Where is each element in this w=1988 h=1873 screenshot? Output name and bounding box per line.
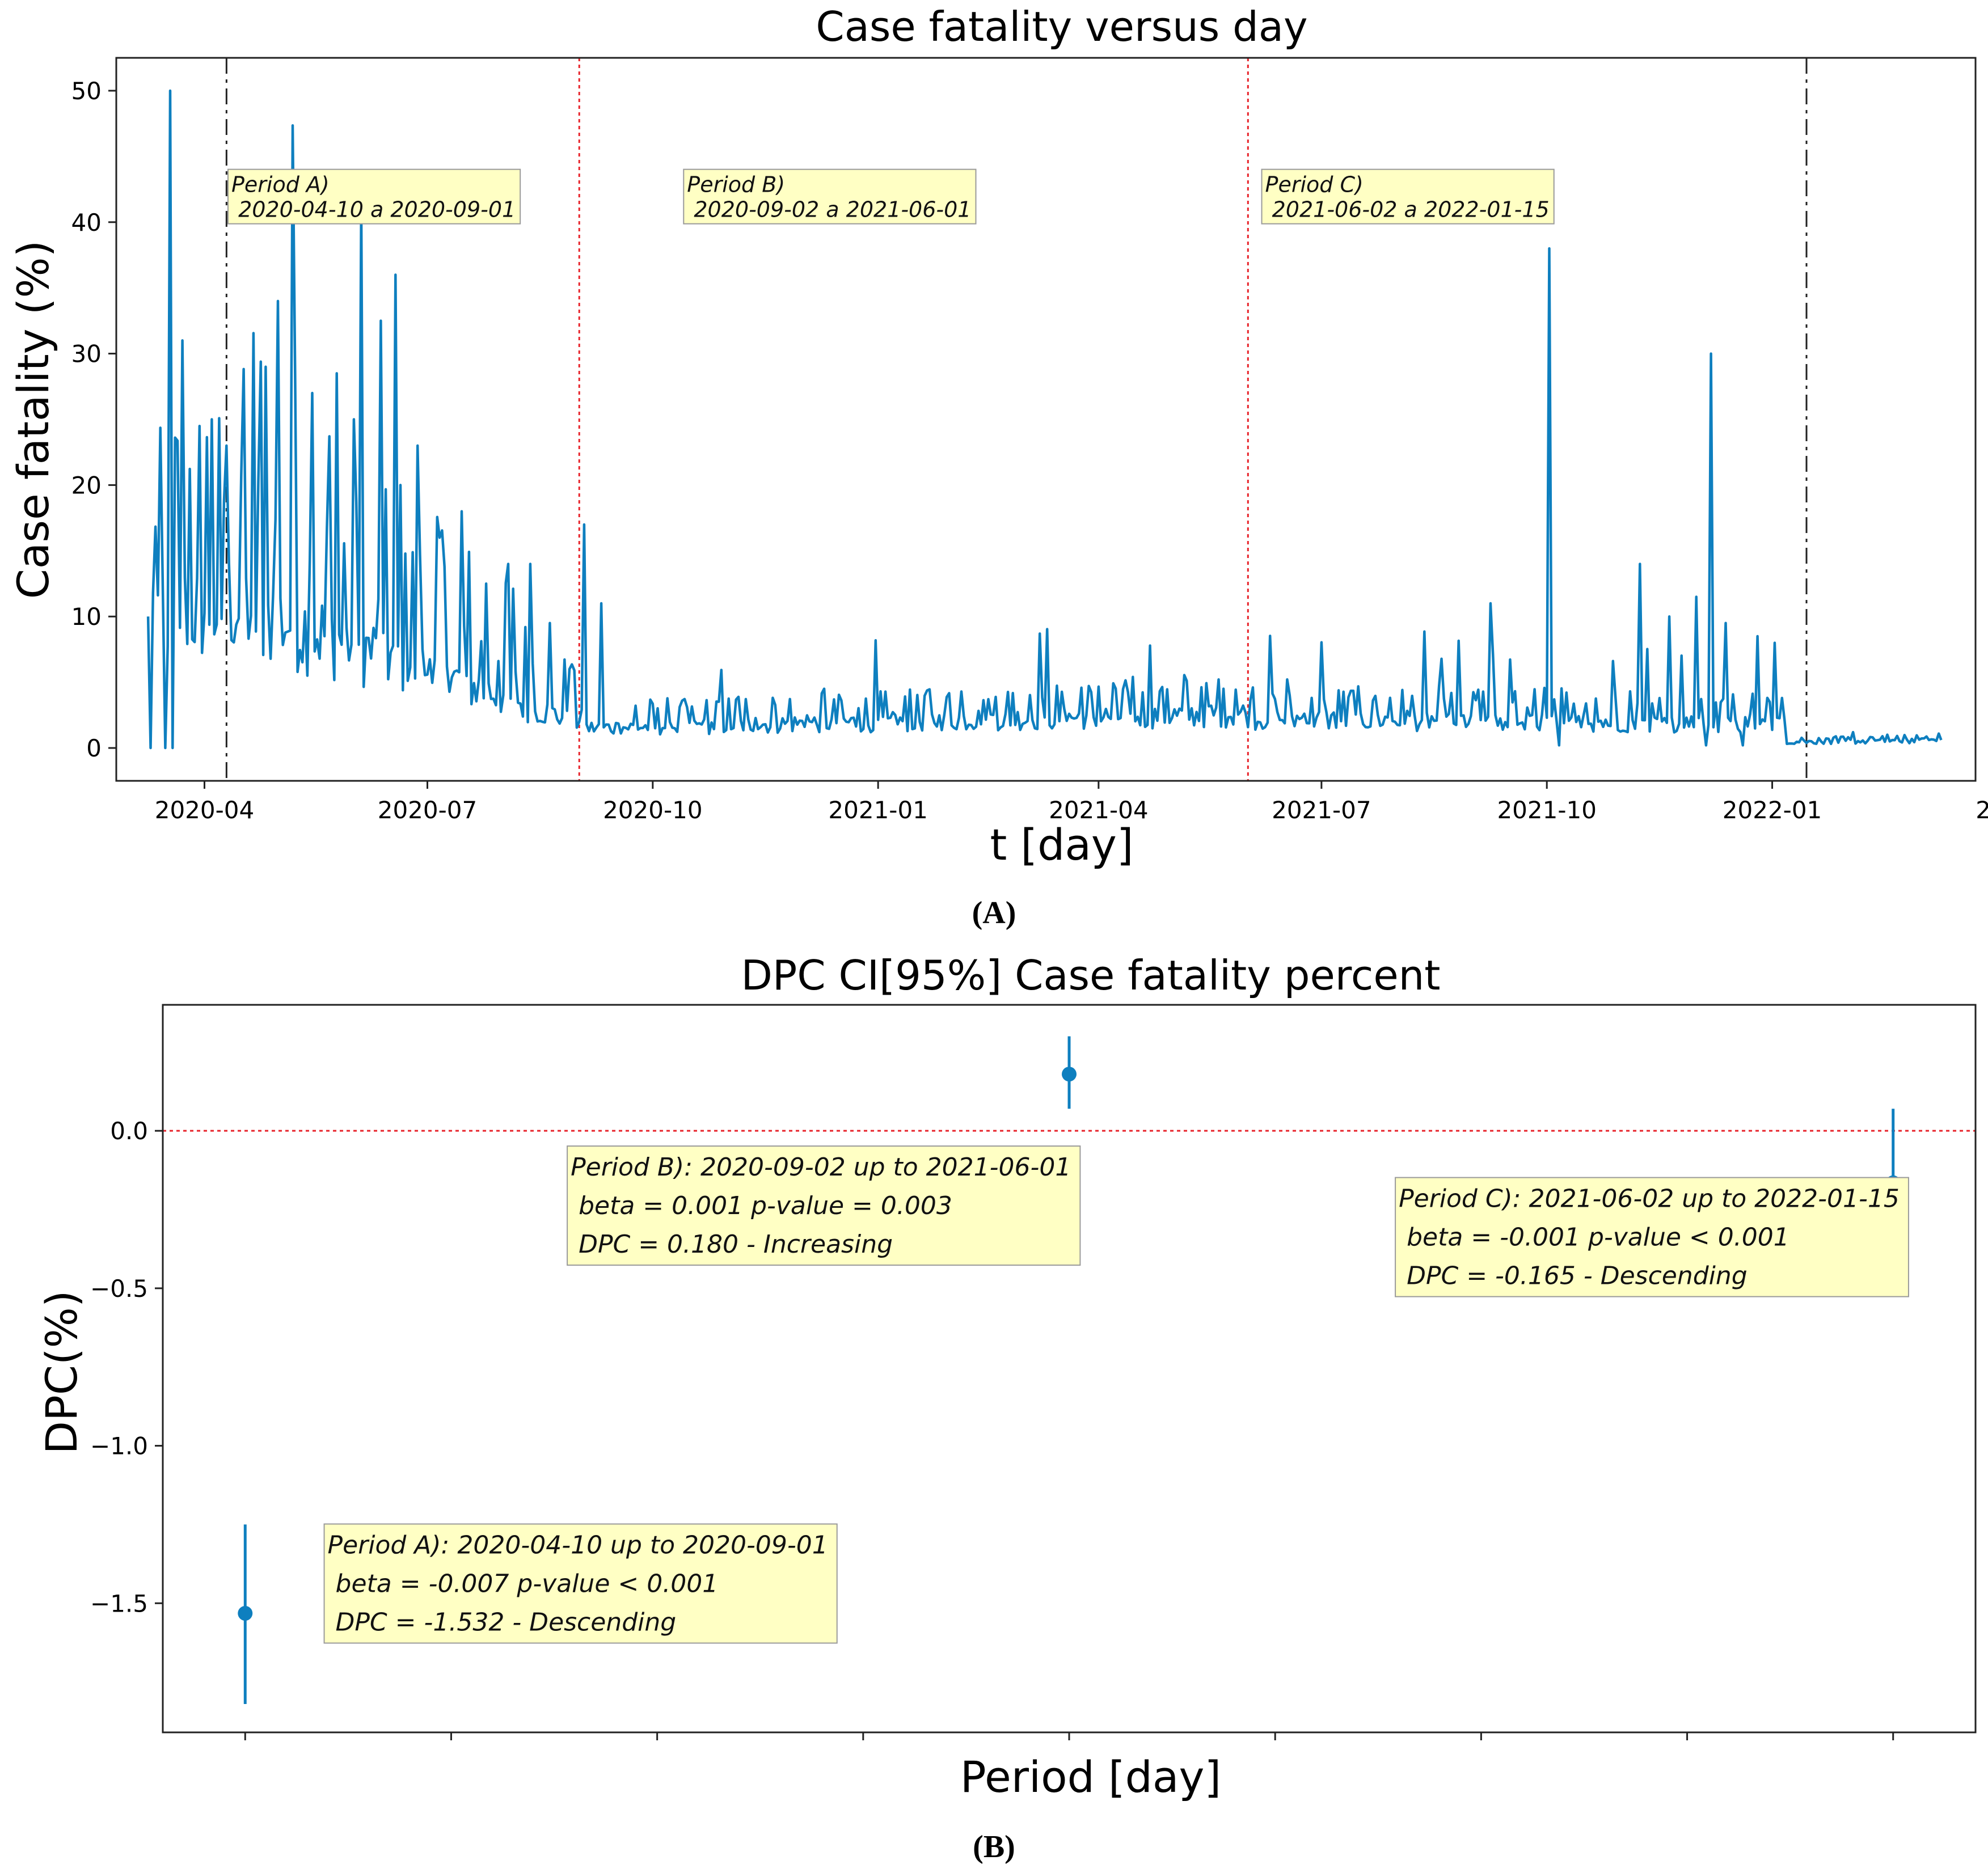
chart-b-xlabel: Period [day] bbox=[960, 1752, 1221, 1802]
annotation-line: Period A) bbox=[231, 172, 330, 197]
chart-a-ytick-label: 40 bbox=[71, 209, 102, 236]
annotation-line: beta = -0.001 p-value < 0.001 bbox=[1399, 1223, 1789, 1252]
chart-b-ytick-label: 0.0 bbox=[110, 1117, 148, 1145]
annotation-line: Period B) bbox=[687, 172, 785, 197]
panel-b-chart: DPC CI[95%] Case fatality percent −1.5 −1… bbox=[36, 952, 1977, 1802]
chart-a-ytick-label: 10 bbox=[71, 603, 102, 631]
chart-a-xtick-label: 2020-07 bbox=[378, 796, 478, 824]
chart-a-xlabel: t [day] bbox=[990, 819, 1133, 870]
chart-a-plot-frame bbox=[115, 57, 1977, 782]
chart-b-ytick-label: −1.5 bbox=[90, 1589, 148, 1617]
chart-b-ytick-label: −1.0 bbox=[90, 1432, 148, 1460]
annotation-box bbox=[323, 1523, 838, 1644]
chart-a-period-annotation: Period A) 2020-04-10 a 2020-09-01 bbox=[227, 168, 521, 225]
annotation-line: Period A): 2020-04-10 up to 2020-09-01 bbox=[328, 1531, 828, 1560]
annotation-box bbox=[1261, 168, 1555, 225]
annotation-line: DPC = -1.532 - Descending bbox=[328, 1608, 677, 1637]
annotation-box bbox=[227, 168, 521, 225]
chart-a-xtick-label: 2021-01 bbox=[828, 796, 928, 824]
annotation-line: Period B): 2020-09-02 up to 2021-06-01 bbox=[571, 1153, 1071, 1182]
chart-a-ytick-label: 20 bbox=[71, 471, 102, 499]
chart-a-period-annotation: Period B) 2020-09-02 a 2021-06-01 bbox=[683, 168, 977, 225]
dpc-marker bbox=[238, 1606, 253, 1621]
chart-b-ytick-label: −0.5 bbox=[90, 1275, 148, 1303]
dpc-point-period-b bbox=[1062, 1036, 1077, 1109]
chart-a-ylabel: Case fatality (%) bbox=[8, 240, 58, 599]
annotation-line: DPC = -0.165 - Descending bbox=[1399, 1262, 1748, 1291]
annotation-line: Period C): 2021-06-02 up to 2022-01-15 bbox=[1399, 1185, 1900, 1214]
caption-b: (B) bbox=[973, 1829, 1015, 1864]
annotation-box bbox=[1395, 1177, 1909, 1297]
chart-b-title: DPC CI[95%] Case fatality percent bbox=[741, 952, 1440, 999]
chart-a-xtick-label: 2021-10 bbox=[1497, 796, 1597, 824]
chart-a-title: Case fatality versus day bbox=[816, 3, 1307, 50]
chart-b-period-annotation: Period C): 2021-06-02 up to 2022-01-15 b… bbox=[1395, 1177, 1909, 1297]
caption-a: (A) bbox=[972, 895, 1016, 931]
chart-a-period-annotation: Period C) 2021-06-02 a 2022-01-15 bbox=[1261, 168, 1555, 225]
annotation-line: DPC = 0.180 - Increasing bbox=[571, 1230, 893, 1259]
chart-a-xtick-label: 2020-04 bbox=[155, 796, 255, 824]
chart-a-xtick-label: 2022-01 bbox=[1723, 796, 1822, 824]
chart-b-period-annotation: Period B): 2020-09-02 up to 2021-06-01 b… bbox=[567, 1145, 1081, 1266]
case-fatality-series-line bbox=[146, 89, 1943, 750]
annotation-line: beta = -0.007 p-value < 0.001 bbox=[328, 1570, 719, 1599]
dpc-point-period-a bbox=[238, 1524, 253, 1705]
chart-a-ytick-label: 50 bbox=[71, 77, 102, 105]
chart-a-xtick-label: 2021-04 bbox=[1049, 796, 1149, 824]
chart-a-ytick-label: 0 bbox=[86, 734, 102, 762]
annotation-line: 2021-06-02 a 2022-01-15 bbox=[1265, 197, 1550, 222]
annotation-line: beta = 0.001 p-value = 0.003 bbox=[571, 1191, 952, 1220]
annotation-box bbox=[567, 1145, 1081, 1266]
chart-a-xtick-label: 20 bbox=[1976, 796, 1988, 824]
dpc-marker bbox=[1062, 1067, 1077, 1082]
chart-a-xtick-label: 2020-10 bbox=[603, 796, 703, 824]
annotation-box bbox=[683, 168, 977, 225]
annotation-line: Period C) bbox=[1265, 172, 1364, 197]
chart-b-period-annotation: Period A): 2020-04-10 up to 2020-09-01 b… bbox=[323, 1523, 838, 1644]
chart-a-ytick-label: 30 bbox=[71, 340, 102, 368]
annotation-line: 2020-04-10 a 2020-09-01 bbox=[231, 197, 516, 222]
annotation-line: 2020-09-02 a 2021-06-01 bbox=[687, 197, 971, 222]
chart-b-ylabel: DPC(%) bbox=[36, 1291, 87, 1455]
chart-a-xtick-label: 2021-07 bbox=[1272, 796, 1371, 824]
